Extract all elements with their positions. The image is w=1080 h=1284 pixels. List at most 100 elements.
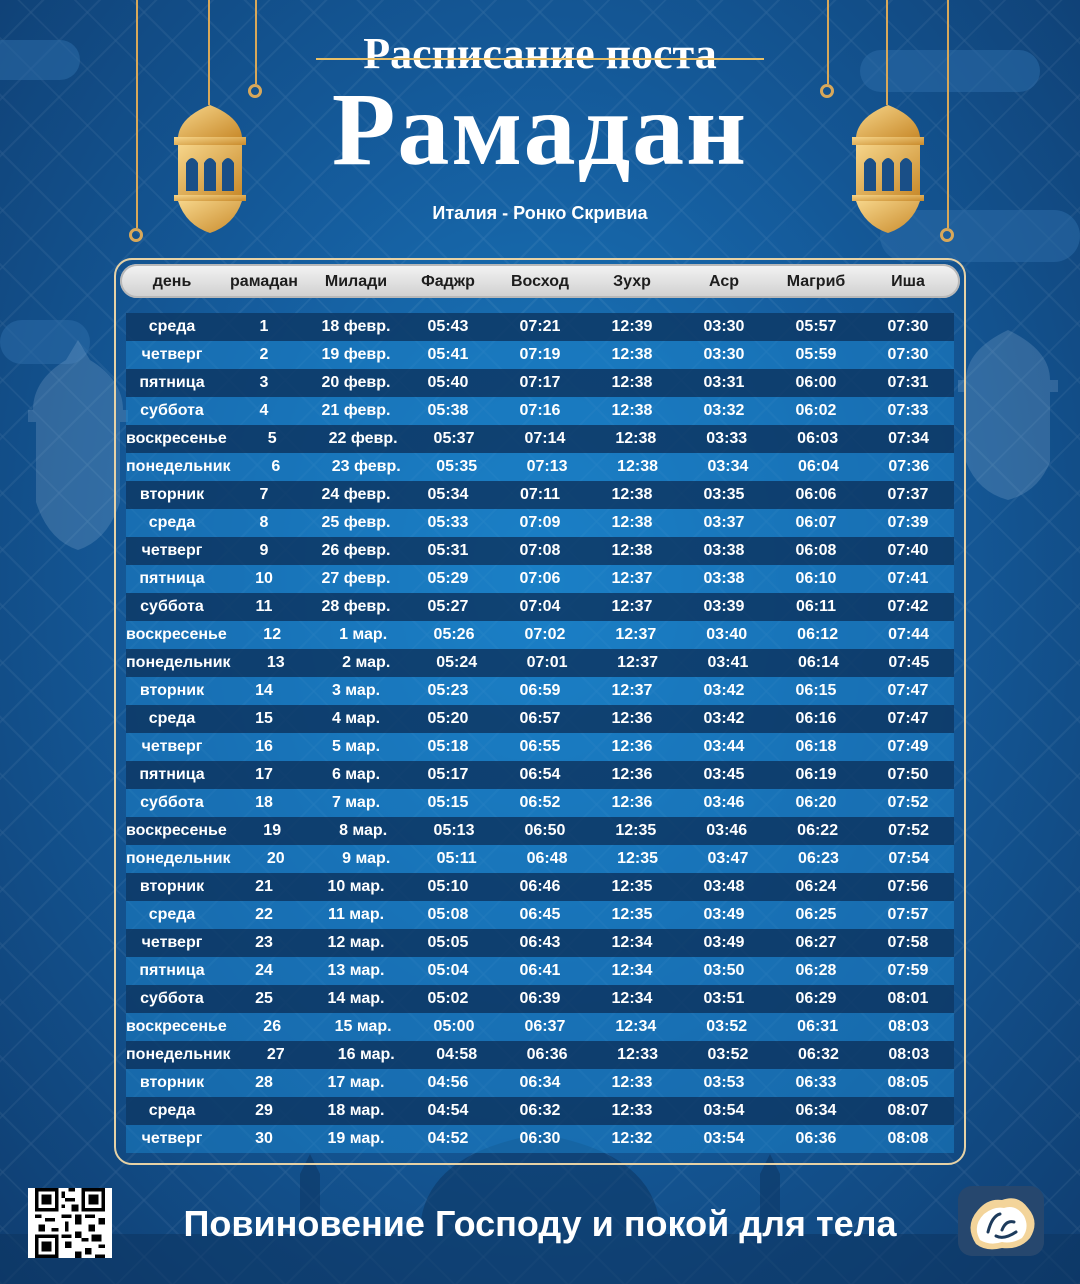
header-dhuhr: Зухр [613,273,651,290]
table-row: среда 15 4 мар. 05:20 06:57 12:36 03:42 06:16 07… [126,705,954,733]
table-row: суббота 11 28 февр. 05:27 07:04 12:37 03:39 06:… [126,593,954,621]
cell-day: четверг [141,542,203,559]
table-row: понедельник 13 2 мар. 05:24 07:01 12:37 03:41 0… [126,649,954,677]
cell-miladi-date: 27 февр. [321,570,391,587]
cell-dhuhr: 12:35 [615,822,657,839]
cell-fajr: 05:05 [427,934,469,951]
cell-ramadan-day: 6 [271,458,281,475]
table-row: пятница 10 27 февр. 05:29 07:06 12:37 03:38 06:… [126,565,954,593]
location-label: Италия - Ронко Скривиа [432,203,648,223]
cell-isha: 07:34 [888,430,929,447]
cell-maghrib: 06:15 [795,682,837,699]
cell-ramadan-day: 22 [255,906,273,923]
cell-isha: 07:33 [887,402,929,419]
cell-maghrib: 06:10 [795,570,837,587]
cell-fajr: 04:54 [427,1102,469,1119]
cell-dhuhr: 12:38 [611,542,653,559]
cell-sunrise: 06:52 [519,794,561,811]
table-row: суббота 18 7 мар. 05:15 06:52 12:36 03:46 06:20… [126,789,954,817]
cell-isha: 07:52 [888,822,929,839]
cell-sunrise: 07:13 [526,458,568,475]
header-asr: Аср [708,273,739,290]
cell-miladi-date: 5 мар. [331,738,381,755]
cell-miladi-date: 15 мар. [334,1018,392,1035]
cell-isha: 07:45 [888,654,930,671]
cell-asr: 03:38 [703,542,745,559]
cell-isha: 07:39 [887,514,929,531]
header-miladi: Милади [324,273,388,290]
table-row: понедельник 6 23 февр. 05:35 07:13 12:38 03:34… [126,453,954,481]
cell-isha: 08:07 [887,1102,929,1119]
cell-sunrise: 06:55 [519,738,561,755]
table-row: вторник 7 24 февр. 05:34 07:11 12:38 03:35 06:0… [126,481,954,509]
cell-ramadan-day: 4 [259,402,269,419]
table-row: вторник 21 10 мар. 05:10 06:46 12:35 03:48 06:2… [126,873,954,901]
cell-dhuhr: 12:36 [611,766,653,783]
cell-ramadan-day: 27 [266,1046,285,1063]
cell-miladi-date: 13 мар. [327,962,385,979]
cell-ramadan-day: 28 [255,1074,273,1091]
cell-fajr: 05:24 [436,654,478,671]
cell-maghrib: 06:11 [795,598,837,615]
cell-day: воскресенье [126,822,227,839]
cell-maghrib: 06:31 [797,1018,839,1035]
cell-miladi-date: 10 мар. [327,878,385,895]
cell-miladi-date: 14 мар. [327,990,385,1007]
logo-icon[interactable] [958,1186,1044,1256]
cell-fajr: 05:02 [427,990,469,1007]
cell-asr: 03:41 [707,654,749,671]
cell-fajr: 05:29 [427,570,469,587]
cell-sunrise: 06:43 [519,934,561,951]
cell-miladi-date: 19 мар. [327,1130,385,1147]
cell-sunrise: 07:17 [519,374,561,391]
lantern-icon [852,105,924,233]
cell-fajr: 05:23 [427,682,469,699]
cell-isha: 07:47 [887,682,929,699]
cell-day: среда [148,710,196,727]
cell-fajr: 05:33 [427,514,469,531]
cell-asr: 03:46 [703,794,745,811]
cell-sunrise: 07:14 [524,430,566,447]
cell-isha: 07:36 [888,458,930,475]
cell-sunrise: 07:21 [519,318,561,335]
cell-asr: 03:49 [703,906,745,923]
cell-ramadan-day: 1 [259,318,269,335]
lantern-chain [827,0,829,84]
cell-asr: 03:37 [703,514,745,531]
cell-ramadan-day: 25 [255,990,273,1007]
cell-fajr: 05:27 [427,598,469,615]
cell-ramadan-day: 26 [263,1018,282,1035]
cell-maghrib: 05:57 [795,318,837,335]
cell-asr: 03:48 [703,878,745,895]
cell-maghrib: 06:00 [795,374,837,391]
table-row: четверг 23 12 мар. 05:05 06:43 12:34 03:49 06:2… [126,929,954,957]
cell-ramadan-day: 18 [255,794,273,811]
cell-day: четверг [141,934,203,951]
qr-code-icon[interactable] [28,1188,112,1258]
cell-ramadan-day: 15 [255,710,273,727]
cell-day: среда [148,514,196,531]
cell-asr: 03:45 [703,766,745,783]
cell-maghrib: 06:33 [795,1074,837,1091]
cell-maghrib: 06:06 [795,486,837,503]
cell-day: понедельник [126,1046,231,1063]
cell-dhuhr: 12:33 [611,1074,653,1091]
cell-maghrib: 06:08 [795,542,837,559]
cell-miladi-date: 8 мар. [339,822,388,839]
cell-isha: 07:59 [887,962,929,979]
cell-fajr: 05:38 [427,402,469,419]
cell-sunrise: 06:30 [519,1130,561,1147]
cell-miladi-date: 26 февр. [321,542,391,559]
cell-miladi-date: 11 мар. [327,906,385,923]
header-sunrise: Восход [510,273,570,290]
cell-asr: 03:42 [703,710,745,727]
cell-asr: 03:52 [706,1018,748,1035]
cell-ramadan-day: 14 [255,682,273,699]
cell-ramadan-day: 16 [255,738,273,755]
table-row: суббота 4 21 февр. 05:38 07:16 12:38 03:32 06:0… [126,397,954,425]
cell-asr: 03:35 [703,486,745,503]
cell-dhuhr: 12:38 [611,374,653,391]
cell-maghrib: 06:02 [795,402,837,419]
cell-miladi-date: 18 мар. [327,1102,385,1119]
cell-sunrise: 07:16 [519,402,561,419]
